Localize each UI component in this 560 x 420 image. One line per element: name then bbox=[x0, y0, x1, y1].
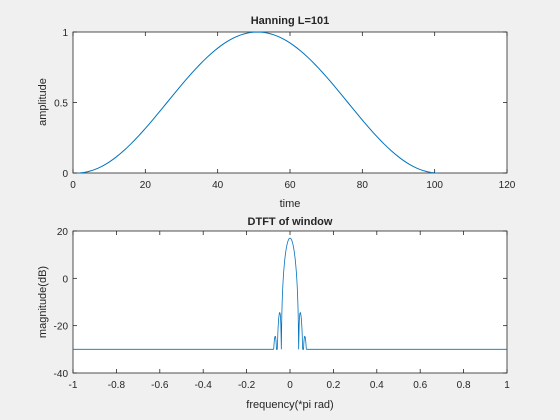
y-tick-label: -20 bbox=[54, 322, 69, 333]
x-tick-label: 0.2 bbox=[326, 380, 340, 391]
y-tick-label: 0 bbox=[62, 169, 68, 180]
x-tick-label: -0.6 bbox=[151, 380, 169, 391]
dtft-axes: -1 -0.8 -0.6 -0.4 -0.2 0 0.2 0.4 0.6 0.8 1 -40 -20 0 2… bbox=[37, 216, 510, 411]
series-line bbox=[76, 31, 439, 174]
plot-area bbox=[73, 237, 507, 350]
tick-group: 0 20 40 60 80 100 120 0 0.5 1 bbox=[54, 28, 516, 191]
x-tick-label: 0.6 bbox=[413, 380, 427, 391]
y-tick-label: 1 bbox=[62, 28, 68, 39]
x-tick-label: 0.8 bbox=[457, 380, 471, 391]
x-tick-label: -0.2 bbox=[238, 380, 256, 391]
x-tick-label: 20 bbox=[140, 180, 152, 191]
y-tick-label: 0 bbox=[62, 274, 68, 285]
x-tick-label: 100 bbox=[426, 180, 443, 191]
y-tick-label: -40 bbox=[54, 369, 69, 380]
x-tick-label: 60 bbox=[284, 180, 296, 191]
chart-title: Hanning L=101 bbox=[251, 15, 330, 27]
series-line bbox=[73, 237, 507, 350]
y-tick-label: 20 bbox=[57, 227, 69, 238]
y-axis-label: amplitude bbox=[37, 78, 49, 126]
x-tick-label: 0 bbox=[70, 180, 76, 191]
x-axis-label: time bbox=[280, 198, 301, 210]
x-tick-label: 0.4 bbox=[370, 380, 384, 391]
x-tick-label: -1 bbox=[69, 380, 78, 391]
x-tick-label: 0 bbox=[287, 380, 293, 391]
tick-group: -1 -0.8 -0.6 -0.4 -0.2 0 0.2 0.4 0.6 0.8 1 -40 -20 0 2… bbox=[54, 227, 511, 391]
plot-area bbox=[76, 31, 439, 174]
y-tick-label: 0.5 bbox=[54, 99, 68, 110]
x-tick-label: -0.4 bbox=[195, 380, 213, 391]
x-tick-label: 120 bbox=[499, 180, 516, 191]
axes-background bbox=[72, 230, 508, 374]
x-tick-label: 80 bbox=[357, 180, 369, 191]
y-axis-label: magnitude(dB) bbox=[37, 266, 49, 338]
x-axis-label: frequency(*pi rad) bbox=[246, 399, 333, 411]
chart-title: DTFT of window bbox=[248, 216, 333, 228]
x-tick-label: -0.8 bbox=[108, 380, 126, 391]
x-tick-label: 40 bbox=[212, 180, 224, 191]
axes-background bbox=[72, 31, 508, 174]
x-tick-label: 1 bbox=[504, 380, 510, 391]
